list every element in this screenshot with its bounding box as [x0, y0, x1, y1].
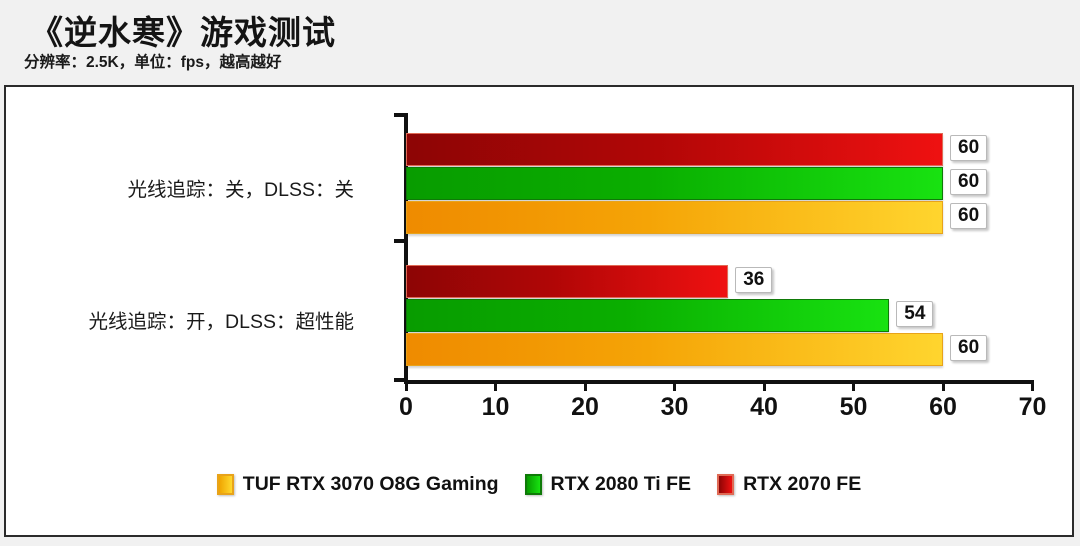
x-axis-tick — [673, 380, 676, 391]
x-axis-tick — [583, 380, 587, 391]
x-axis-tick — [404, 380, 408, 391]
legend-label: RTX 2070 FE — [743, 473, 862, 495]
category-label: 光线追踪：关，DLSS：关 — [127, 179, 354, 201]
x-axis-tick-label: 40 — [750, 393, 778, 421]
bar-value-label: 60 — [950, 335, 988, 361]
bar-red — [406, 133, 943, 166]
legend-item[interactable]: RTX 2080 Ti FE — [524, 473, 692, 496]
chart-frame: 0 10 20 30 40 50 60 70 光线追踪：关，DLSS：关 60 60 60 光线追踪：开… — [4, 85, 1074, 537]
bar-orange — [406, 201, 943, 234]
plot-area: 0 10 20 30 40 50 60 70 光线追踪：关，DLSS：关 60 60 60 光线追踪：开… — [6, 87, 1072, 535]
x-axis-tick-label: 20 — [571, 393, 599, 421]
x-axis-tick — [762, 380, 766, 391]
x-axis-tick-label: 30 — [660, 393, 689, 421]
x-axis-tick — [852, 380, 855, 391]
legend-item[interactable]: TUF RTX 3070 O8G Gaming — [216, 473, 499, 496]
chart-legend: TUF RTX 3070 O8G Gaming RTX 2080 Ti FE RTX… — [6, 473, 1072, 496]
chart-header: 《逆水寒》游戏测试 分辨率：2.5K，单位：fps，越高越好 — [0, 0, 1080, 85]
legend-label: TUF RTX 3070 O8G Gaming — [242, 473, 499, 495]
x-axis-tick-label: 50 — [839, 393, 868, 421]
y-axis-tick — [394, 378, 406, 382]
bar-value-label: 54 — [896, 301, 934, 327]
x-axis-line — [404, 380, 1032, 384]
legend-swatch-icon — [717, 474, 735, 495]
x-axis-tick-label: 70 — [1018, 393, 1047, 421]
y-axis-tick — [394, 113, 406, 117]
bar-value-label: 60 — [950, 203, 988, 229]
bar-red — [406, 265, 729, 298]
bar-value-label: 36 — [735, 267, 773, 293]
category-label: 光线追踪：开，DLSS：超性能 — [88, 311, 354, 333]
bar-orange — [406, 333, 943, 366]
y-axis-tick — [394, 239, 406, 243]
x-axis-tick — [494, 380, 497, 391]
legend-swatch-icon — [216, 474, 234, 495]
x-axis-tick-label: 10 — [481, 393, 510, 421]
page-subtitle: 分辨率：2.5K，单位：fps，越高越好 — [24, 54, 282, 71]
x-axis-tick — [1031, 380, 1034, 391]
bar-value-label: 60 — [950, 135, 988, 161]
bar-green — [406, 167, 943, 200]
bar-value-label: 60 — [950, 169, 988, 195]
x-axis-tick-label: 0 — [399, 393, 413, 421]
legend-item[interactable]: RTX 2070 FE — [717, 473, 861, 496]
y-axis-line — [404, 113, 408, 380]
bar-green — [406, 299, 890, 332]
page-title: 《逆水寒》游戏测试 — [30, 16, 336, 52]
legend-label: RTX 2080 Ti FE — [550, 473, 692, 495]
x-axis-tick — [941, 380, 945, 391]
x-axis-tick-label: 60 — [929, 393, 957, 421]
legend-swatch-icon — [524, 474, 542, 495]
